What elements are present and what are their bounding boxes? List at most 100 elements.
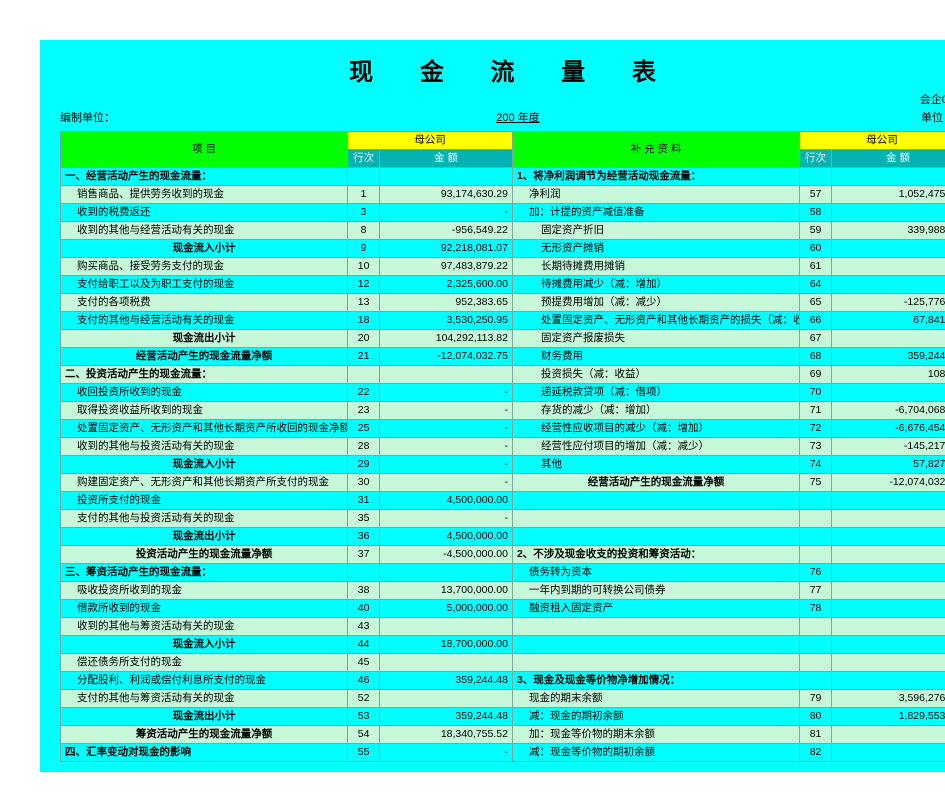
- cell-project: 支付的其他与筹资活动有关的现金: [61, 690, 348, 708]
- table-row: 现金流入小计4418,700,000.00: [61, 636, 945, 654]
- table-row: 支付的其他与筹资活动有关的现金52现金的期末余额793,596,276.08: [61, 690, 945, 708]
- cell-project: 销售商品、提供劳务收到的现金: [61, 186, 348, 204]
- cell-amount: 2,325,600.00: [380, 276, 513, 294]
- cell-line: 46: [348, 672, 380, 690]
- cell-amount2: -: [832, 744, 945, 762]
- cell-line: [348, 168, 380, 186]
- unit-label: 单位：元: [921, 109, 945, 125]
- cell-line2: [800, 492, 832, 510]
- cell-amount2: 67,841.02: [832, 312, 945, 330]
- cell-supplement: 存货的减少（减：增加）: [512, 402, 799, 420]
- cell-line: 8: [348, 222, 380, 240]
- cell-amount2: 57,827.58: [832, 456, 945, 474]
- cell-supplement: 1、将净利润调节为经营活动现金流量：: [512, 168, 799, 186]
- cell-supplement: 经营活动产生的现金流量净额: [512, 474, 799, 492]
- cell-line: 52: [348, 690, 380, 708]
- cell-line2: 78: [800, 600, 832, 618]
- cell-amount: -: [380, 384, 513, 402]
- cell-project: 购建固定资产、无形资产和其他长期资产所支付的现金: [61, 474, 348, 492]
- cell-amount2: -: [832, 204, 945, 222]
- cell-project: 支付给职工以及为职工支付的现金: [61, 276, 348, 294]
- cell-project: 现金流出小计: [61, 708, 348, 726]
- cell-line2: [800, 546, 832, 564]
- cell-project: 支付的其他与经营活动有关的现金: [61, 312, 348, 330]
- cell-line2: 58: [800, 204, 832, 222]
- table-row: 经营活动产生的现金流量净额21-12,074,032.75财务费用68359,2…: [61, 348, 945, 366]
- cell-supplement: 递延税款贷项（减：借项）: [512, 384, 799, 402]
- cell-supplement: 融资租入固定资产: [512, 600, 799, 618]
- cell-supplement: 经营性应付项目的增加（减：减少）: [512, 438, 799, 456]
- cell-supplement: 经营性应收项目的减少（减：增加）: [512, 420, 799, 438]
- hdr-line-1: 行次: [348, 150, 380, 168]
- cell-line2: 59: [800, 222, 832, 240]
- cell-amount: 952,383.65: [380, 294, 513, 312]
- cell-line2: 60: [800, 240, 832, 258]
- table-row: 支付的其他与经营活动有关的现金183,530,250.95处置固定资产、无形资产…: [61, 312, 945, 330]
- cell-amount2: -: [832, 240, 945, 258]
- cell-project: 二、投资活动产生的现金流量：: [61, 366, 348, 384]
- table-row: 现金流出小计364,500,000.00: [61, 528, 945, 546]
- table-row: 购建固定资产、无形资产和其他长期资产所支付的现金30-经营活动产生的现金流量净额…: [61, 474, 945, 492]
- cell-project: 收回投资所收到的现金: [61, 384, 348, 402]
- cell-supplement: 加：现金等价物的期末余额: [512, 726, 799, 744]
- cell-line: 12: [348, 276, 380, 294]
- table-row: 现金流入小计992,218,081.07无形资产摊销60-: [61, 240, 945, 258]
- cell-project: 收到的其他与筹资活动有关的现金: [61, 618, 348, 636]
- table-row: 分配股利、利润或偿付利息所支付的现金46359,244.483、现金及现金等价物…: [61, 672, 945, 690]
- cell-line: 3: [348, 204, 380, 222]
- cell-line: 22: [348, 384, 380, 402]
- cell-amount2: [832, 636, 945, 654]
- cell-amount2: 3,596,276.08: [832, 690, 945, 708]
- cell-amount: 5,000,000.00: [380, 600, 513, 618]
- cell-line2: 69: [800, 366, 832, 384]
- cell-project: 收到的其他与经营活动有关的现金: [61, 222, 348, 240]
- cell-line: 36: [348, 528, 380, 546]
- cell-supplement: 预提费用增加（减：减少）: [512, 294, 799, 312]
- cell-project: 支付的各项税费: [61, 294, 348, 312]
- cell-project: 投资活动产生的现金流量净额: [61, 546, 348, 564]
- cell-supplement: 减：现金的期初余额: [512, 708, 799, 726]
- cell-line2: 81: [800, 726, 832, 744]
- table-row: 收到的其他与投资活动有关的现金28-经营性应付项目的增加（减：减少）73-145…: [61, 438, 945, 456]
- table-row: 购买商品、接受劳务支付的现金1097,483,879.22长期待摊费用摊销61-: [61, 258, 945, 276]
- cell-project: 偿还债务所支付的现金: [61, 654, 348, 672]
- cell-supplement: 无形资产摊销: [512, 240, 799, 258]
- cell-supplement: 长期待摊费用摊销: [512, 258, 799, 276]
- table-row: 支付的各项税费13952,383.65预提费用增加（减：减少）65-125,77…: [61, 294, 945, 312]
- cell-line: 44: [348, 636, 380, 654]
- cell-supplement: [512, 636, 799, 654]
- cell-line2: [800, 618, 832, 636]
- table-row: 收回投资所收到的现金22-递延税款贷项（减：借项）70-: [61, 384, 945, 402]
- cell-amount: 13,700,000.00: [380, 582, 513, 600]
- cell-amount2: -125,776.93: [832, 294, 945, 312]
- cell-line2: [800, 636, 832, 654]
- cell-amount2: 339,988.00: [832, 222, 945, 240]
- cell-line: 45: [348, 654, 380, 672]
- cell-amount2: -6,704,068.80: [832, 402, 945, 420]
- cell-amount: -12,074,032.75: [380, 348, 513, 366]
- cell-supplement: 现金的期末余额: [512, 690, 799, 708]
- cell-project: 支付的其他与投资活动有关的现金: [61, 510, 348, 528]
- cell-amount: -: [380, 420, 513, 438]
- table-row: 收到的其他与筹资活动有关的现金43: [61, 618, 945, 636]
- cell-project: 现金流入小计: [61, 240, 348, 258]
- cell-line: 40: [348, 600, 380, 618]
- table-row: 销售商品、提供劳务收到的现金193,174,630.29净利润571,052,4…: [61, 186, 945, 204]
- table-row: 一、经营活动产生的现金流量：1、将净利润调节为经营活动现金流量：: [61, 168, 945, 186]
- cell-amount: -: [380, 204, 513, 222]
- cell-project: 四、汇率变动对现金的影响: [61, 744, 348, 762]
- table-row: 现金流入小计29-其他7457,827.58: [61, 456, 945, 474]
- cell-amount2: -: [832, 258, 945, 276]
- cell-supplement: 净利润: [512, 186, 799, 204]
- cell-amount: 359,244.48: [380, 708, 513, 726]
- year-label: 200 年度: [115, 109, 921, 125]
- cell-line2: [800, 510, 832, 528]
- cell-amount: 97,483,879.22: [380, 258, 513, 276]
- cell-supplement: 债务转为资本: [512, 564, 799, 582]
- cell-project: 吸收投资所收到的现金: [61, 582, 348, 600]
- cell-line: 9: [348, 240, 380, 258]
- cell-amount: 93,174,630.29: [380, 186, 513, 204]
- cell-amount2: 359,244.48: [832, 348, 945, 366]
- cell-supplement: 一年内到期的可转换公司债券: [512, 582, 799, 600]
- title: 现 金 流 量 表: [40, 40, 945, 91]
